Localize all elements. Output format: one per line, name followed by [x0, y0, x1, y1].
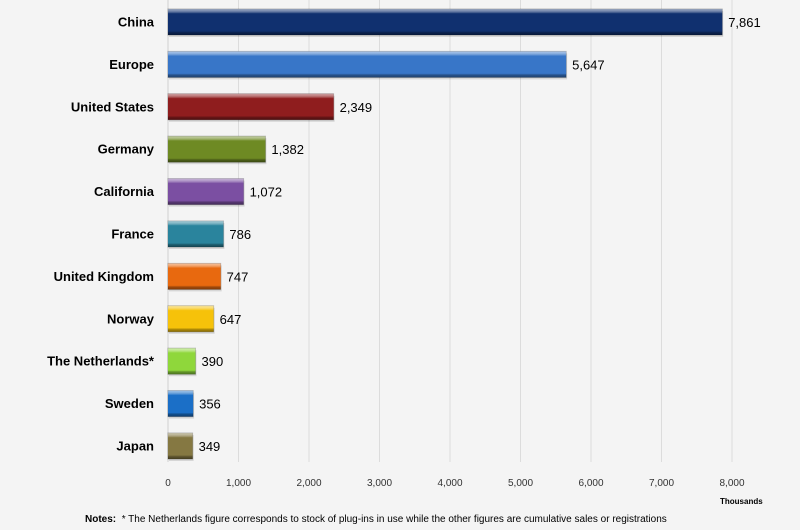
value-label: 786 — [229, 227, 251, 242]
notes-text: * The Netherlands figure corresponds to … — [121, 514, 667, 525]
category-label: Norway — [107, 311, 155, 326]
bar-highlight — [168, 433, 193, 459]
value-label: 2,349 — [340, 100, 373, 115]
bar-highlight — [168, 9, 723, 35]
value-label: 1,382 — [271, 142, 304, 157]
value-label: 390 — [201, 354, 223, 369]
value-label: 5,647 — [572, 57, 605, 72]
x-tick-label: 0 — [165, 478, 171, 489]
category-label: France — [111, 227, 154, 242]
bar-highlight — [168, 93, 334, 120]
x-tick-label: 2,000 — [296, 478, 321, 489]
x-tick-label: 8,000 — [719, 478, 744, 489]
bar-highlight — [168, 51, 567, 78]
bar-highlight — [168, 390, 194, 417]
category-label: United Kingdom — [54, 269, 154, 284]
category-label: Japan — [116, 439, 154, 454]
value-label: 349 — [199, 439, 221, 454]
category-label: China — [118, 15, 155, 30]
category-label: California — [94, 184, 155, 199]
x-axis-unit-label: Thousands — [720, 497, 763, 506]
x-tick-label: 1,000 — [226, 478, 251, 489]
category-label: Europe — [109, 57, 154, 72]
bar-highlight — [168, 178, 244, 205]
x-tick-label: 4,000 — [437, 478, 462, 489]
category-label: Sweden — [105, 396, 154, 411]
value-label: 356 — [199, 397, 221, 412]
category-label: The Netherlands* — [47, 354, 155, 369]
bar-highlight — [168, 136, 266, 163]
value-label: 7,861 — [728, 15, 761, 30]
bar-highlight — [168, 348, 196, 375]
x-tick-label: 7,000 — [649, 478, 674, 489]
bar-highlight — [168, 305, 214, 332]
x-tick-label: 5,000 — [508, 478, 533, 489]
value-label: 747 — [227, 269, 249, 284]
category-label: Germany — [98, 142, 155, 157]
x-tick-label: 6,000 — [578, 478, 603, 489]
bar-highlight — [168, 221, 224, 247]
notes-label: Notes: — [85, 514, 117, 525]
chart-notes: Notes: * The Netherlands figure correspo… — [85, 514, 667, 525]
category-label: United States — [71, 99, 154, 114]
value-label: 1,072 — [250, 185, 283, 200]
bar-highlight — [168, 263, 221, 290]
value-label: 647 — [220, 312, 242, 327]
x-tick-label: 3,000 — [367, 478, 392, 489]
